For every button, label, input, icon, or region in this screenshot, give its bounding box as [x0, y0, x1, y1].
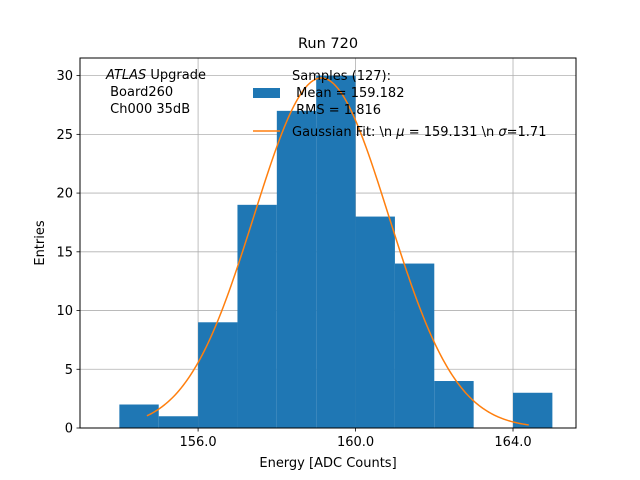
annotation-upgrade: Upgrade	[146, 68, 206, 83]
legend-fit-prefix: Gaussian Fit: \n	[292, 125, 396, 140]
histogram-bar	[237, 204, 277, 428]
atlas-annotation: ATLAS Upgrade Board260 Ch000 35dB	[105, 68, 206, 117]
legend-hist-line-1: Samples (127):	[292, 69, 391, 84]
plot-frame	[79, 57, 577, 429]
x-axis-label: Energy [ADC Counts]	[259, 456, 396, 471]
legend-fit-end: =1.71	[507, 125, 547, 140]
histogram-bar	[158, 416, 199, 428]
legend-hist-line-3: RMS = 1.816	[292, 103, 381, 118]
y-tick-label: 0	[65, 422, 73, 437]
histogram-bar	[513, 392, 553, 428]
y-tick-label: 10	[56, 304, 73, 319]
x-axis-ticks: 156.0 160.0 164.0	[179, 428, 532, 450]
histogram-bar	[198, 322, 238, 428]
y-axis-ticks: 0 5 10 15 20 25 30	[56, 69, 80, 437]
x-tick-label: 160.0	[337, 435, 374, 450]
x-tick-label: 164.0	[494, 435, 531, 450]
y-tick-label: 5	[65, 363, 73, 378]
legend-sigma-symbol: σ	[498, 125, 507, 140]
legend-mu-symbol: μ	[395, 125, 404, 140]
histogram-bar	[316, 75, 356, 428]
legend-fit-mid: = 159.131 \n	[405, 125, 499, 140]
legend-fit-label: Gaussian Fit: \n μ = 159.131 \n σ=1.71	[292, 125, 546, 140]
gaussian-fit	[146, 77, 529, 426]
histogram-bar	[394, 263, 435, 428]
y-tick-label: 25	[56, 128, 73, 143]
y-tick-label: 30	[56, 69, 73, 84]
y-tick-label: 20	[56, 187, 73, 202]
histogram-bars	[119, 75, 553, 428]
annotation-line-2: Board260	[106, 85, 173, 100]
y-axis-label: Entries	[33, 220, 48, 266]
histogram-bar	[276, 110, 317, 428]
histogram-bar	[119, 404, 159, 428]
chart-title: Run 720	[298, 36, 358, 52]
x-tick-label: 156.0	[179, 435, 216, 450]
annotation-line-3: Ch000 35dB	[106, 102, 190, 117]
legend-hist-line-2: Mean = 159.182	[292, 86, 404, 101]
histogram-bar	[434, 381, 474, 428]
histogram-bar	[355, 216, 395, 428]
legend-hist-swatch	[253, 88, 280, 98]
annotation-atlas: ATLAS	[105, 68, 146, 83]
legend: Samples (127): Mean = 159.182 RMS = 1.81…	[253, 69, 546, 140]
fit-curve	[146, 77, 529, 426]
annotation-line-1: ATLAS Upgrade	[105, 68, 206, 83]
y-tick-label: 15	[56, 245, 73, 260]
